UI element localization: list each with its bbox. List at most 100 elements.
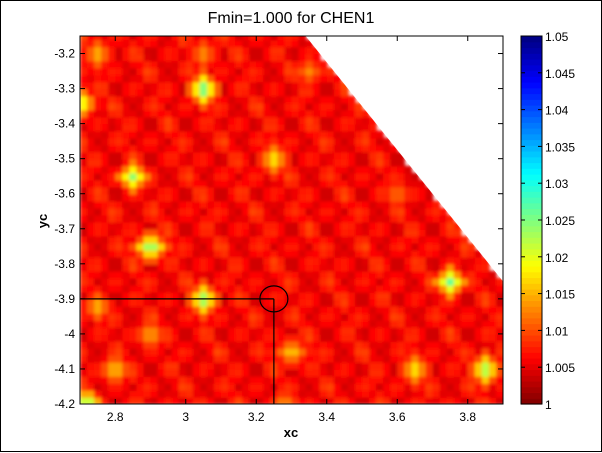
heatmap-cell [284,60,293,69]
heatmap-cell [277,326,286,335]
heatmap-cell [150,319,159,328]
heatmap-cell [178,333,187,342]
heatmap-cell [206,326,215,335]
heatmap-cell [467,326,476,335]
heatmap-cell [474,361,483,370]
heatmap-cell [235,46,243,55]
heatmap-cell [298,151,307,160]
heatmap-cell [418,207,427,216]
heatmap-cell [291,95,300,104]
heatmap-cell [206,179,215,188]
heatmap-cell [214,354,222,363]
heatmap-cell [122,60,131,69]
heatmap-cell [256,326,265,335]
heatmap-cell [298,340,307,349]
heatmap-cell [362,116,370,125]
heatmap-cell [122,207,131,216]
x-tick-label: 2.8 [107,410,124,424]
heatmap-cell [256,193,265,202]
heatmap-cell [122,95,131,104]
heatmap-cell [383,312,392,321]
heatmap-cell [277,165,286,174]
heatmap-cell [221,109,229,118]
heatmap-cell [108,277,117,286]
heatmap-cell [362,200,370,209]
heatmap-cell [319,67,328,76]
heatmap-cell [228,67,236,76]
heatmap-cell [249,36,258,41]
heatmap-cell [164,277,173,286]
heatmap-cell [185,390,194,398]
heatmap-cell [277,291,286,300]
heatmap-cell [305,109,314,118]
heatmap-cell [355,319,363,328]
heatmap-cell [221,95,229,104]
heatmap-cell [171,151,180,160]
heatmap-cell [298,333,307,342]
heatmap-cell [319,263,328,272]
heatmap-cell [291,165,300,174]
heatmap-cell [178,221,187,230]
heatmap-cell [397,172,406,181]
heatmap-cell [143,235,152,244]
heatmap-cell [214,376,222,384]
heatmap-cell [298,305,307,314]
heatmap-cell [404,193,413,202]
heatmap-cell [122,81,131,90]
heatmap-cell [115,235,124,244]
heatmap-cell [199,200,208,209]
heatmap-cell [80,60,88,69]
heatmap-cell [263,397,272,404]
heatmap-cell [199,102,208,111]
heatmap-cell [397,207,406,216]
heatmap-cell [291,207,300,216]
heatmap-cell [453,277,462,286]
heatmap-cell [157,298,166,307]
heatmap-cell [425,235,434,244]
heatmap-cell [129,347,138,356]
heatmap-cell [503,383,511,391]
heatmap-cell [347,347,356,356]
heatmap-cell [263,165,272,174]
heatmap-cell [340,312,349,321]
heatmap-cell [418,361,427,370]
heatmap-cell [256,172,265,181]
heatmap-cell [305,165,314,174]
heatmap-cell [192,151,201,160]
heatmap-cell [199,95,208,104]
heatmap-cell [221,312,229,321]
heatmap-cell [411,291,420,300]
heatmap-cell [439,235,448,244]
heatmap-cell [383,256,392,265]
heatmap-cell [143,102,152,111]
heatmap-cell [143,369,152,377]
heatmap-cell [171,74,180,83]
heatmap-cell [206,81,215,90]
heatmap-cell [80,193,88,202]
heatmap-cell [242,270,251,279]
heatmap-cell [228,256,236,265]
heatmap-cell [263,116,272,125]
heatmap-cell [199,228,208,237]
marker-circle [259,285,289,313]
heatmap-cell [192,235,201,244]
colorbar-segment [521,381,542,388]
heatmap-cell [347,305,356,314]
heatmap-cell [355,193,363,202]
heatmap-cell [143,312,152,321]
heatmap-cell [390,242,399,251]
heatmap-cell [298,221,307,230]
heatmap-cell [263,214,272,223]
heatmap-cell [488,340,497,349]
heatmap-cell [319,235,328,244]
heatmap-cell [347,151,356,160]
heatmap-cell [277,340,286,349]
heatmap-cell [376,277,384,286]
heatmap-cell [101,123,110,132]
heatmap-cell [129,242,138,251]
heatmap-cell [94,347,102,356]
heatmap-cell [143,397,152,404]
colorbar-segment [521,82,542,89]
heatmap-cell [249,53,258,62]
heatmap-cell [312,242,321,251]
